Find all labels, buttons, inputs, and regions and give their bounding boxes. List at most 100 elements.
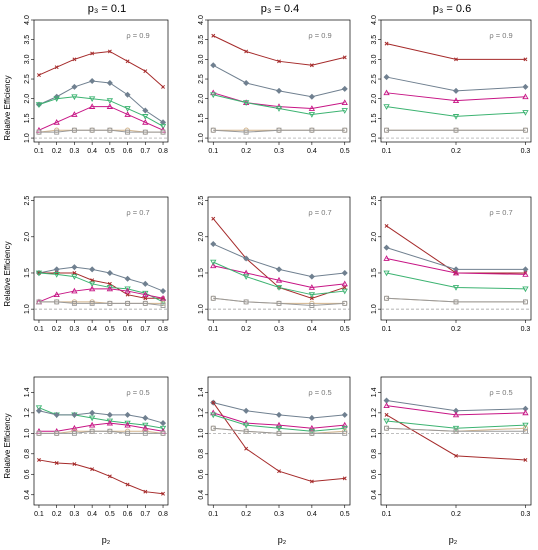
point-tridown (522, 110, 529, 116)
series-line-tridown (213, 414, 345, 432)
x-tick-label: 0.1 (208, 148, 218, 155)
y-axis-label-row-3: Relative Efficiency (3, 413, 12, 478)
x-tick-label: 0.1 (34, 511, 44, 518)
point-diamond (341, 411, 348, 418)
x-tick-label: 0.4 (87, 511, 97, 518)
point-diamond (243, 407, 250, 414)
point-diamond (160, 420, 167, 427)
point-tridown (383, 418, 390, 425)
point-square (160, 430, 166, 436)
y-tick-label: 1.0 (24, 133, 31, 143)
point-square (142, 300, 148, 306)
point-triangle (275, 276, 283, 283)
y-tick-label: 3.5 (371, 35, 378, 45)
series-line-triangle (386, 405, 526, 416)
point-diamond (71, 264, 78, 271)
point-crossx (309, 479, 314, 484)
point-crossx (161, 84, 165, 89)
point-crossx (107, 474, 112, 479)
y-tick-label: 0.6 (24, 469, 31, 479)
point-tridown (159, 425, 167, 432)
point-tridown (275, 425, 283, 432)
y-tick-label: 3.5 (198, 35, 205, 45)
point-square (522, 299, 528, 305)
column-titles: p₃ = 0.1 p₃ = 0.4 p₃ = 0.6 (88, 3, 471, 15)
point-tridown (142, 290, 149, 297)
column-title-3: p₃ = 0.6 (433, 3, 471, 15)
point-tridown (35, 102, 43, 108)
point-square (276, 430, 282, 436)
point-diamond (243, 255, 250, 262)
y-tick-label: 2.5 (198, 196, 205, 206)
point-square (125, 430, 131, 436)
point-square (342, 127, 348, 133)
x-tick-label: 0.1 (208, 511, 218, 518)
point-square (342, 430, 348, 436)
y-tick-label: 1.2 (24, 408, 31, 418)
x-tick-label: 0.8 (158, 148, 168, 155)
x-tick-label: 0.7 (140, 511, 150, 518)
x-tick-label: 0.3 (521, 326, 531, 333)
point-triangle (71, 287, 78, 294)
point-crossx (211, 216, 216, 221)
panel-r1-c1: 1.0 1.5 2.0 2.5 3.0 3.5 4.0 0.1 0.2 0.3 0.4 0.5 0.6 0… (24, 15, 169, 155)
point-tridown (124, 106, 131, 112)
y-tick-label: 4.0 (24, 15, 31, 25)
series-line-triangle (386, 258, 526, 275)
x-tick-label: 0.7 (140, 326, 150, 333)
point-tridown (275, 285, 283, 291)
point-crossx (107, 49, 112, 54)
point-crossx (277, 469, 281, 474)
point-crossx (72, 57, 77, 62)
series-line-tridown (38, 96, 164, 127)
point-triangle (383, 255, 390, 261)
point-square (142, 430, 148, 436)
series-line-square (213, 427, 345, 434)
x-tick-label: 0.8 (158, 511, 168, 518)
y-tick-label: 1.0 (198, 133, 205, 143)
series-line-square (386, 427, 526, 432)
x-tick-label: 0.3 (274, 511, 284, 518)
y-tick-label: 3.0 (24, 54, 31, 64)
point-diamond (243, 79, 250, 86)
point-triangle (341, 99, 348, 106)
point-triangle (88, 103, 96, 109)
point-triangle (106, 419, 114, 426)
x-tick-label: 0.4 (87, 326, 97, 333)
point-crossx (90, 467, 95, 472)
y-tick-label: 3.0 (371, 54, 378, 64)
column-title-1: p₃ = 0.1 (88, 3, 126, 15)
y-tick-label: 2.5 (371, 74, 378, 84)
point-diamond (106, 411, 113, 418)
point-square (243, 129, 249, 135)
point-square (160, 129, 166, 135)
y-tick-label: 1.2 (371, 408, 378, 418)
y-tick-label: 0.8 (371, 449, 378, 459)
plot-frame (33, 376, 169, 506)
y-tick-label: 0.8 (24, 449, 31, 459)
y-tick-label: 0.6 (198, 469, 205, 479)
panel-r3-c3: 0.4 0.6 0.8 1.0 1.2 1.4 0.1 0.2 0.3 ρ = 0.5 (371, 376, 532, 518)
point-diamond (53, 266, 60, 273)
rho-label: ρ = 0.7 (308, 208, 331, 217)
point-square (453, 428, 459, 434)
point-crossx (161, 491, 165, 496)
x-axis-label-col-1: p₂ (102, 535, 111, 545)
point-crossx (384, 41, 389, 46)
point-square (54, 430, 60, 436)
point-triangle (383, 402, 390, 409)
point-crossx (244, 446, 249, 451)
series-line-tridown (386, 272, 526, 290)
y-tick-label: 2.0 (198, 232, 205, 242)
point-crossx (211, 400, 216, 405)
point-diamond (89, 77, 96, 85)
y-tick-label: 1.0 (198, 304, 205, 314)
point-tridown (210, 92, 217, 99)
series-line-square (38, 301, 164, 307)
series-line-diamond (38, 266, 164, 292)
x-tick-label: 0.1 (382, 148, 392, 155)
x-tick-label: 0.1 (34, 148, 44, 155)
point-triangle (210, 262, 217, 269)
point-triangle (53, 118, 60, 125)
